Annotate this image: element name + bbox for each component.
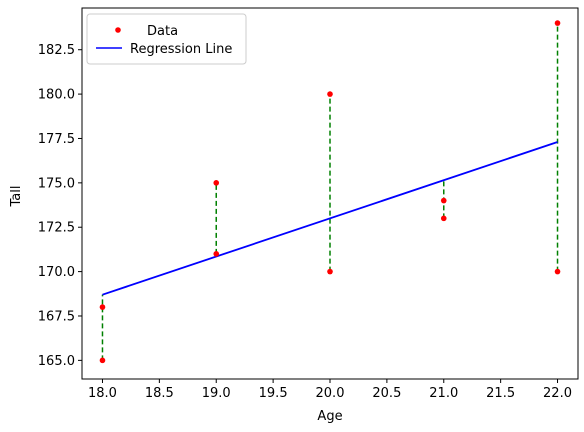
- y-tick-label: 182.5: [38, 43, 75, 58]
- data-point: [213, 180, 220, 186]
- y-tick-label: 177.5: [38, 132, 75, 147]
- legend-box: [86, 13, 247, 65]
- data-point: [440, 215, 447, 222]
- data-point: [440, 197, 447, 204]
- x-tick-label: 19.5: [259, 386, 288, 401]
- x-axis-label: Age: [317, 409, 342, 424]
- data-point: [327, 91, 333, 97]
- y-axis-ticks: 165.0 167.5 170.0 172.5 175.0 177.5 180.0 182.5: [38, 43, 82, 369]
- plot-area-background: [82, 8, 578, 379]
- x-tick-label: 21.5: [486, 386, 515, 401]
- x-tick-label: 22.0: [543, 386, 572, 401]
- x-tick-label: 21.0: [429, 386, 458, 401]
- x-tick-label: 20.0: [316, 386, 345, 401]
- x-tick-label: 18.0: [88, 386, 117, 401]
- x-tick-label: 20.5: [372, 386, 401, 401]
- data-point: [554, 20, 561, 26]
- y-tick-label: 180.0: [38, 88, 75, 103]
- data-point: [99, 304, 106, 310]
- data-point: [99, 357, 106, 364]
- y-axis-label: Tall: [9, 186, 24, 208]
- data-points-layer: [99, 20, 561, 364]
- y-tick-label: 170.0: [38, 265, 75, 280]
- regression-line: [102, 141, 558, 296]
- legend-marker-data: [115, 27, 121, 33]
- data-point: [554, 268, 561, 275]
- y-tick-label: 165.0: [38, 354, 75, 369]
- y-tick-label: 172.5: [38, 221, 75, 236]
- y-tick-label: 175.0: [38, 176, 75, 191]
- x-tick-label: 19.0: [202, 386, 231, 401]
- x-axis-ticks: 18.0 18.5 19.0 19.5 20.0 20.5 21.0 21.5 22.0: [88, 379, 572, 401]
- legend-label-regression: Regression Line: [130, 42, 232, 57]
- data-point: [327, 268, 333, 275]
- legend: Data Regression Line: [86, 13, 247, 65]
- y-tick-label: 167.5: [38, 309, 75, 324]
- legend-label-data: Data: [147, 24, 178, 39]
- data-point: [213, 251, 220, 257]
- x-tick-label: 18.5: [145, 386, 174, 401]
- regression-line-layer: [102, 141, 558, 296]
